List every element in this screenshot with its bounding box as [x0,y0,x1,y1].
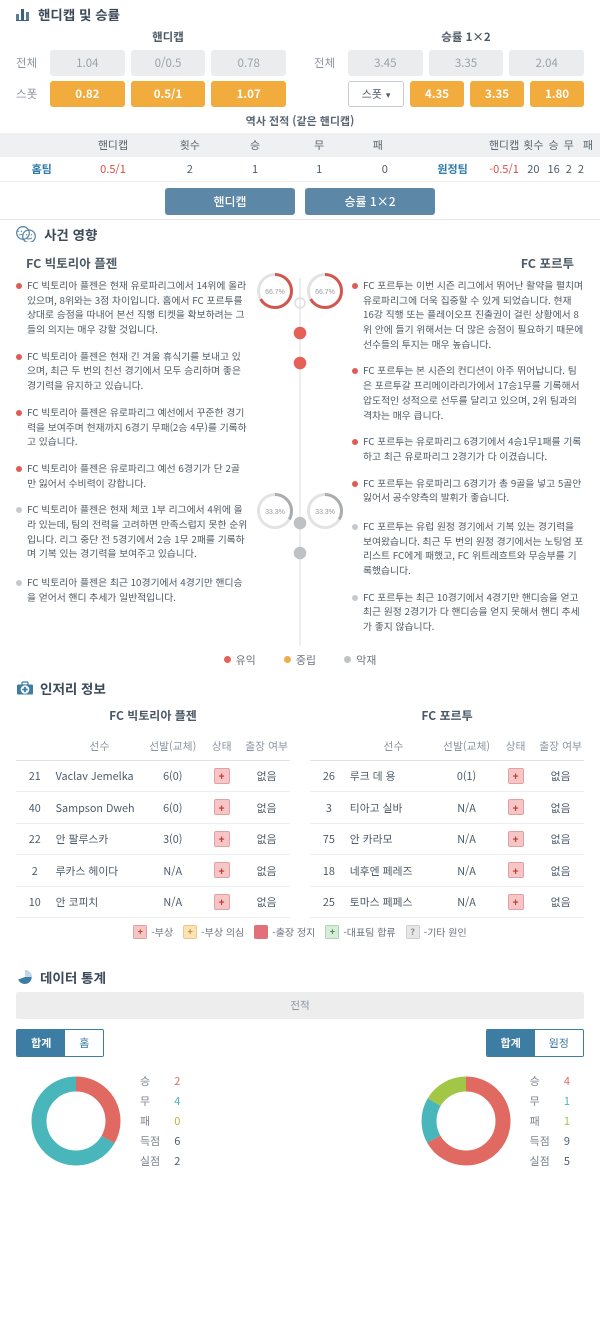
svg-text:66.7%: 66.7% [265,289,285,296]
svg-text:33.3%: 33.3% [315,509,335,516]
svg-text:33.3%: 33.3% [265,509,285,516]
svg-text:66.7%: 66.7% [315,289,335,296]
